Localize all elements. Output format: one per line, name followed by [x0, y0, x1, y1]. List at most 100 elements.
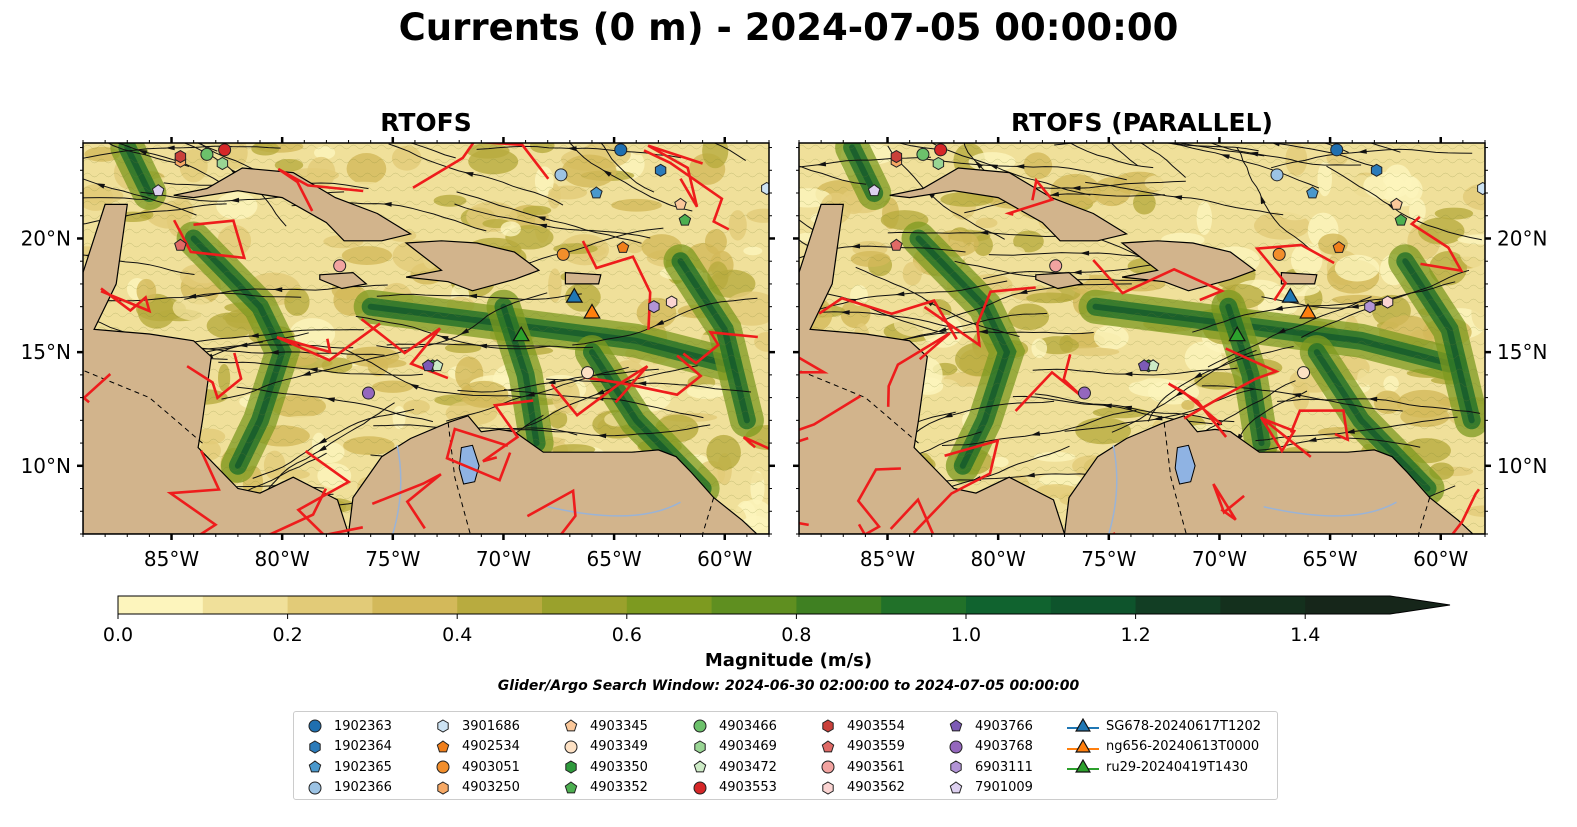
argo-float-1902364 [1370, 163, 1383, 177]
colorbar-bin [457, 596, 543, 614]
legend-marker-4903466 [693, 719, 707, 733]
argo-float-1902365 [590, 186, 603, 199]
legend-item-4903051: 4903051 [434, 757, 520, 778]
argo-float-4903766 [1137, 359, 1151, 372]
argo-float-1902365 [1306, 186, 1319, 199]
colorbar-tick-label: 0.4 [442, 624, 472, 646]
legend-label: 1902363 [334, 718, 392, 734]
legend-marker-4903562 [822, 781, 834, 795]
legend-marker-1902364 [309, 740, 321, 754]
x-tick-label: 75°W [365, 547, 420, 571]
argo-float-4903349 [581, 366, 595, 380]
colorbar-bin [796, 596, 882, 614]
panel-title-left: RTOFS [380, 108, 472, 137]
legend-item-ru29-20240419T1430: ru29-20240419T1430 [1066, 757, 1261, 778]
legend-item-SG678-20240617T1202: SG678-20240617T1202 [1066, 716, 1261, 737]
argo-float-4902534 [1332, 240, 1346, 253]
glider-ng656-20240613T0000 [1299, 303, 1317, 319]
y-tick-label: 15°N [1497, 340, 1547, 364]
y-tick-label: 10°N [1497, 454, 1547, 478]
glider-ru29-20240419T1430 [512, 325, 530, 342]
legend-label: 1902365 [334, 759, 392, 775]
colorbar-bin [118, 596, 204, 614]
legend-label: 4903472 [719, 759, 777, 775]
colorbar-tick-label: 1.2 [1120, 624, 1150, 646]
legend-item-4903559: 4903559 [819, 737, 905, 758]
legend-label: 6903111 [975, 759, 1033, 775]
legend-marker-1902366 [308, 781, 322, 795]
x-tick-label: 75°W [1081, 547, 1136, 571]
colorbar-bin [372, 596, 458, 614]
legend-label: 4903466 [719, 718, 777, 734]
colorbar-bin [966, 596, 1052, 614]
colorbar-tick-label: 0.8 [781, 624, 811, 646]
legend-marker-4903768 [949, 740, 963, 754]
colorbar-bin [542, 596, 628, 614]
legend-item-4903466: 4903466 [691, 716, 777, 737]
argo-float-6903111 [1364, 300, 1376, 314]
legend-marker-1902365 [308, 760, 322, 773]
legend-label: 4903553 [719, 780, 777, 796]
legend-label: 4903350 [590, 759, 648, 775]
argo-float-4903561 [1049, 259, 1063, 273]
argo-float-6903111 [648, 300, 660, 314]
colorbar-bin [202, 596, 289, 614]
argo-float-4903562 [665, 295, 678, 309]
legend-item-4903472: 4903472 [691, 757, 777, 778]
legend-item-4903350: 4903350 [562, 757, 648, 778]
legend-label: 1902364 [334, 739, 392, 755]
search-window-note: Glider/Argo Search Window: 2024-06-30 02… [497, 678, 1080, 694]
argo-float-4903469 [932, 156, 945, 171]
argo-float-3901686 [1477, 181, 1485, 196]
colorbar: 0.0 0.2 0.4 0.6 0.8 1.0 1.2 1.4 [103, 595, 1451, 646]
argo-float-7901009 [867, 184, 881, 197]
colorbar-bin [881, 596, 967, 614]
legend-label: 4903766 [975, 718, 1033, 734]
legend-marker-SG678-20240617T1202 [1075, 718, 1091, 732]
y-tick-label: 20°N [1497, 226, 1547, 250]
legend-marker-4903559 [821, 740, 835, 753]
legend-label: 4903559 [847, 739, 905, 755]
argo-float-4903345 [674, 197, 687, 210]
legend-label: 4903250 [462, 780, 520, 796]
argo-float-4903562 [1381, 295, 1394, 309]
argo-float-4903553 [218, 143, 232, 157]
panel-title-right: RTOFS (PARALLEL) [1011, 108, 1273, 137]
legend-item-4903349: 4903349 [562, 737, 648, 758]
legend-label: 4903352 [590, 780, 648, 796]
colorbar-bin [1050, 596, 1137, 614]
legend-label: SG678-20240617T1202 [1106, 718, 1262, 734]
colorbar-bin [1135, 596, 1221, 614]
y-tick-label: 15°N [21, 340, 71, 364]
legend-marker-ru29-20240419T1430 [1075, 759, 1091, 773]
legend-marker-1902363 [308, 719, 322, 733]
legend-marker-4903350 [565, 760, 577, 774]
colorbar-bin [1220, 596, 1306, 614]
x-tick-label: 60°W [1413, 547, 1468, 571]
colorbar-bin [711, 596, 797, 614]
x-tick-label: 65°W [586, 547, 641, 571]
legend-label: 1902366 [334, 780, 392, 796]
legend-label: 4903349 [590, 739, 648, 755]
legend-label: ng656-20240613T0000 [1106, 739, 1260, 755]
legend-label: 4903768 [975, 739, 1033, 755]
y-tick-label: 20°N [21, 226, 71, 250]
legend-marker-7901009 [949, 781, 963, 794]
colorbar-tick-label: 1.4 [1290, 624, 1320, 646]
x-tick-label: 60°W [697, 547, 752, 571]
legend-item-1902366: 1902366 [306, 778, 392, 799]
legend-label: 4903469 [719, 739, 777, 755]
legend-label: 3901686 [462, 718, 520, 734]
argo-float-4903561 [333, 259, 347, 273]
legend-label: 4903345 [590, 718, 648, 734]
legend-marker-4903469 [694, 740, 706, 754]
map-panels: 85°W 80°W 75°W 70°W 65°W 60°W 10°N 15°N 20°N 85°… [21, 137, 1547, 571]
colorbar-bin [1305, 596, 1391, 614]
argo-float-4903349 [1297, 366, 1311, 380]
legend-marker-4903554 [822, 719, 834, 733]
legend-item-1902364: 1902364 [306, 737, 392, 758]
legend-marker-4903352 [564, 781, 578, 794]
argo-float-4903559 [174, 238, 187, 251]
argo-float-4903352 [678, 213, 692, 226]
colorbar-tick-label: 0.0 [103, 624, 133, 646]
